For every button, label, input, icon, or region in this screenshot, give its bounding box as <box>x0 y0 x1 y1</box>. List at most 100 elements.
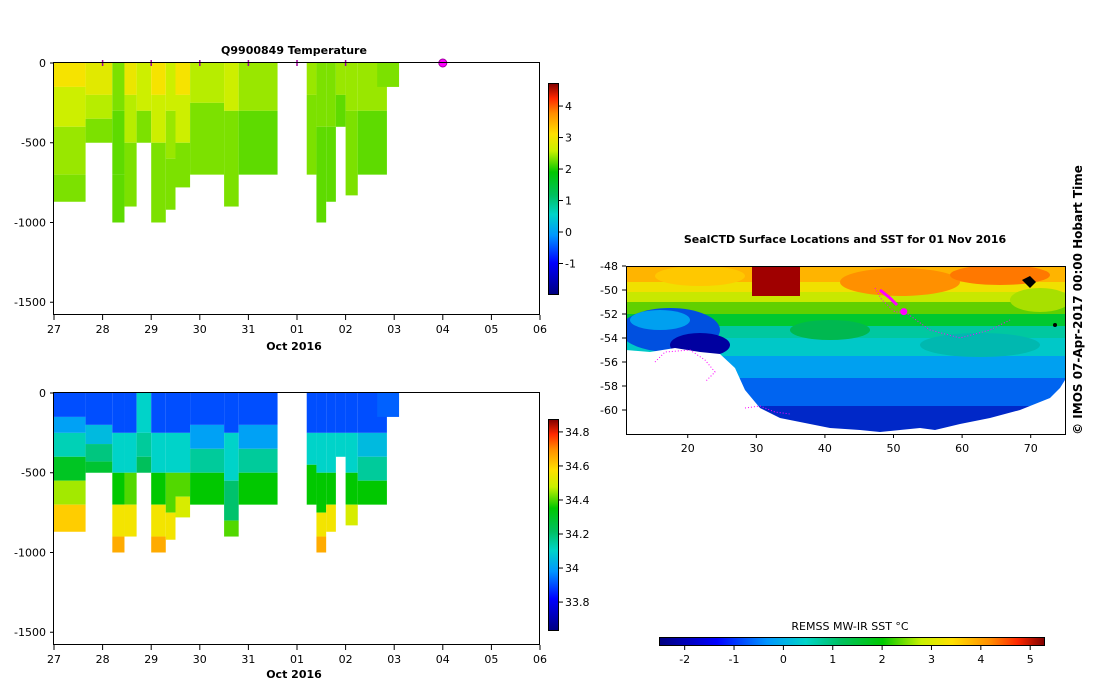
section-cell <box>175 472 191 497</box>
section-cell <box>357 432 387 457</box>
section-cell <box>85 393 113 425</box>
salinity-x-label: Oct 2016 <box>266 668 322 681</box>
section-cell <box>112 174 125 223</box>
lon-tick-label: 30 <box>749 442 763 455</box>
section-cell <box>335 94 346 127</box>
section-cell <box>124 432 137 473</box>
colorbar-tick-label: 34 <box>565 562 579 575</box>
map-frame <box>626 266 1066 435</box>
x-tick-label: 02 <box>339 323 353 336</box>
section-cell <box>136 432 152 457</box>
lat-tick-label: -48 <box>600 260 618 273</box>
colorbar-tick-label: 33.8 <box>565 596 590 609</box>
section-cell <box>345 63 358 111</box>
section-cell <box>54 504 86 532</box>
section-cell <box>316 472 327 513</box>
x-tick-label: 28 <box>96 323 110 336</box>
section-cell <box>85 63 113 95</box>
temperature-cells <box>54 63 400 223</box>
sst-colorbar-tick-label: 0 <box>780 653 787 666</box>
x-tick-label: 05 <box>484 323 498 336</box>
section-cell <box>136 456 152 473</box>
x-tick-label: 06 <box>533 323 547 336</box>
section-cell <box>175 63 191 95</box>
lat-tick-label: -50 <box>600 284 618 297</box>
temperature-panel: Q9900849 Temperature 0-500-1000-1500 27 2… <box>14 44 576 353</box>
section-cell <box>224 432 239 481</box>
section-cell <box>112 110 125 175</box>
colorbar-tick-label: 34.2 <box>565 528 590 541</box>
y-tick-label: 0 <box>39 57 46 70</box>
section-cell <box>326 432 336 473</box>
lat-tick-label: -56 <box>600 356 618 369</box>
section-cell <box>165 158 176 210</box>
section-cell <box>175 94 191 143</box>
y-tick-label: -500 <box>21 467 46 480</box>
colorbar-tick-label: 34.8 <box>565 426 590 439</box>
x-tick-label: 30 <box>193 653 207 666</box>
x-tick-label: 03 <box>387 323 401 336</box>
y-tick-label: 0 <box>39 387 46 400</box>
section-cell <box>112 536 125 553</box>
sst-colorbar-tick-label: -1 <box>729 653 740 666</box>
section-cell <box>345 110 358 196</box>
lon-tick-label: 70 <box>1024 442 1038 455</box>
section-cell <box>357 456 387 481</box>
lat-tick-label: -52 <box>600 308 618 321</box>
lon-tick-label: 60 <box>955 442 969 455</box>
colorbar-tick-label: 4 <box>565 100 572 113</box>
x-tick-label: 03 <box>387 653 401 666</box>
section-cell <box>124 504 137 537</box>
lat-tick-label: -54 <box>600 332 618 345</box>
section-cell <box>112 393 125 433</box>
section-cell <box>326 472 336 505</box>
imos-credit: © IMOS 07-Apr-2017 00:00 Hobart Time <box>1071 165 1085 435</box>
section-cell <box>151 94 166 143</box>
section-cell <box>85 444 113 462</box>
section-cell <box>54 126 86 175</box>
temperature-colorbar-ticks: 4 3 2 1 0 -1 <box>559 100 576 271</box>
section-cell <box>151 63 166 95</box>
lon-tick-label: 40 <box>818 442 832 455</box>
lat-tick-label: -60 <box>600 404 618 417</box>
temperature-y-axis: 0 -500 -1000 -1500 <box>14 57 54 309</box>
salinity-colorbar-ticks: 34.8 34.6 34.4 34.2 34 33.8 <box>559 426 590 609</box>
section-cell <box>54 174 86 202</box>
sst-colorbar-tick-label: 2 <box>879 653 886 666</box>
section-cell <box>190 448 225 473</box>
y-tick-label: -500 <box>21 137 46 150</box>
section-cell <box>190 472 225 505</box>
sst-colorbar <box>659 637 1045 646</box>
section-cell <box>175 432 191 473</box>
section-cell <box>326 393 336 433</box>
x-tick-label: 02 <box>339 653 353 666</box>
section-cell <box>54 456 86 481</box>
section-cell <box>377 393 400 417</box>
section-cell <box>238 63 278 111</box>
colorbar-tick-label: -1 <box>565 258 576 271</box>
section-cell <box>306 63 317 95</box>
section-cell <box>377 63 400 87</box>
lat-tick-label: -58 <box>600 380 618 393</box>
section-cell <box>306 464 317 505</box>
colorbar-tick-label: 34.4 <box>565 494 590 507</box>
x-tick-label: 31 <box>241 653 255 666</box>
section-cell <box>175 393 191 433</box>
section-cell <box>316 393 327 433</box>
section-cell <box>335 393 346 433</box>
x-tick-label: 05 <box>484 653 498 666</box>
section-cell <box>165 472 176 513</box>
section-cell <box>345 504 358 526</box>
section-cell <box>316 63 327 127</box>
section-cell <box>151 536 166 553</box>
salinity-cells <box>54 393 400 553</box>
section-cell <box>165 432 176 473</box>
section-cell <box>345 472 358 505</box>
x-tick-label: 29 <box>144 323 158 336</box>
section-cell <box>54 86 86 127</box>
section-cell <box>238 424 278 449</box>
section-cell <box>136 63 152 111</box>
section-cell <box>85 118 113 143</box>
section-cell <box>224 110 239 207</box>
